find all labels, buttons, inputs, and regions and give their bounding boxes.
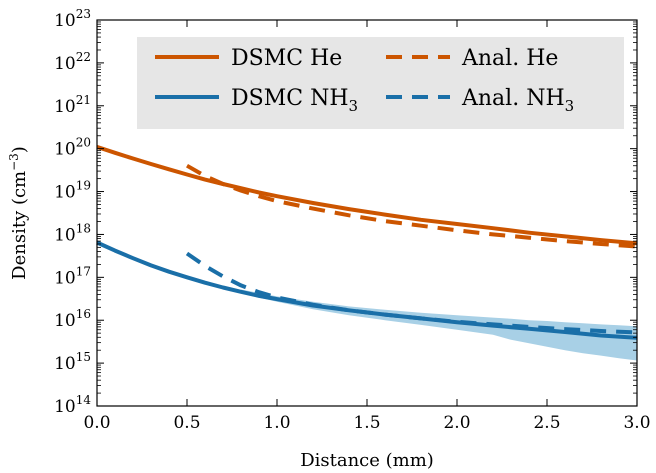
ticks: 0.0 0.5 1.0 1.5 2.0 2.5 3.0 1014 1015 1016 1017 101… (54, 7, 650, 433)
y-tick-label: 1022 (54, 50, 91, 74)
y-axis-label: Density (cm−3) (7, 146, 30, 280)
x-axis-label: Distance (mm) (300, 450, 434, 471)
y-tick-label: 1020 (54, 136, 91, 160)
band-nh3_uncertainty (241, 289, 637, 361)
series-anal_nh3 (185, 251, 638, 335)
y-tick-label: 1019 (54, 179, 91, 203)
legend-label: DSMC He (231, 46, 342, 71)
y-tick-label: 1016 (54, 307, 91, 331)
y-tick-label: 1021 (54, 93, 91, 117)
x-tick-label: 0.0 (83, 413, 110, 433)
y-tick-label: 1023 (54, 7, 91, 31)
x-tick-label: 1.5 (353, 413, 380, 433)
x-tick-label: 1.0 (263, 413, 290, 433)
y-tick-label: 1017 (54, 264, 91, 288)
y-axis-label-exponent: −3 (7, 153, 21, 171)
x-tick-label: 2.0 (443, 413, 470, 433)
legend-label: Anal. NH3 (461, 86, 574, 115)
y-tick-label: 1015 (54, 350, 91, 374)
y-axis-label-close: ) (9, 146, 30, 153)
legend-label: Anal. He (461, 46, 558, 71)
y-tick-label: 1014 (54, 393, 91, 417)
y-axis-label-main: Density (cm (9, 171, 30, 280)
series-dsmc_he (96, 144, 638, 246)
series-anal_he (186, 163, 638, 249)
x-tick-label: 2.5 (533, 413, 560, 433)
y-tick-label: 1018 (54, 221, 91, 245)
legend: DSMC He Anal. He DSMC NH3 Anal. NH3 (155, 46, 574, 115)
x-tick-label: 0.5 (173, 413, 200, 433)
x-tick-label: 3.0 (623, 413, 650, 433)
series-layer (96, 144, 638, 340)
legend-box (137, 37, 624, 129)
band-layer (241, 289, 637, 361)
legend-label: DSMC NH3 (231, 86, 358, 115)
